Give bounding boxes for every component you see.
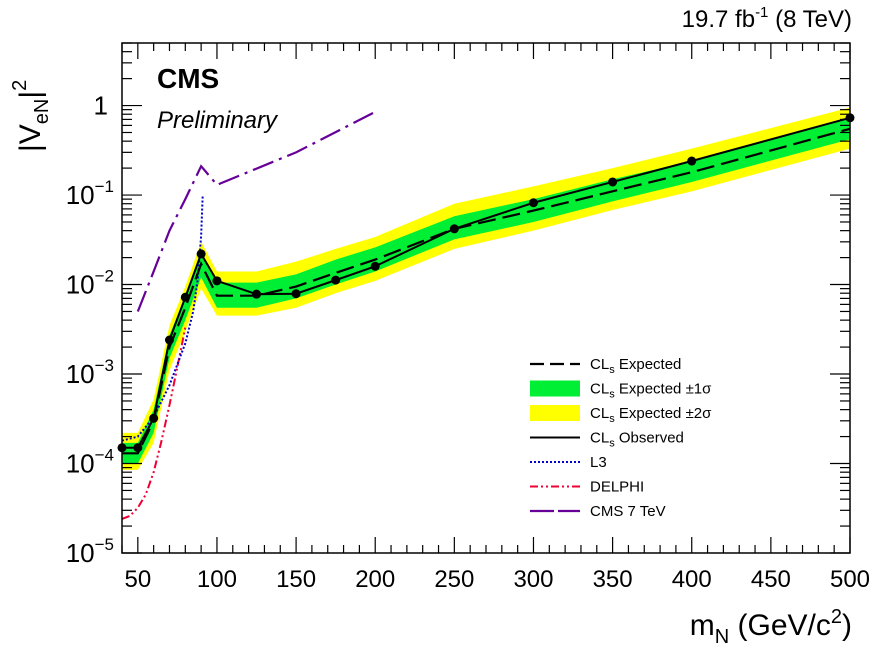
y-tick-label: 1 bbox=[94, 91, 108, 121]
x-tick-label: 200 bbox=[355, 566, 395, 593]
cms7-line bbox=[136, 110, 376, 312]
legend-swatch bbox=[530, 405, 580, 421]
legend-entry: DELPHI bbox=[590, 479, 644, 496]
lumi-label: 19.7 fb-1 (8 TeV) bbox=[682, 4, 852, 33]
y-tick-label: 10−2 bbox=[66, 267, 114, 300]
x-tick-label: 450 bbox=[751, 566, 791, 593]
legend-swatch bbox=[530, 380, 580, 397]
x-tick-label: 300 bbox=[513, 566, 553, 593]
y-axis-label: |VeN|2 bbox=[9, 80, 53, 152]
x-tick-label: 400 bbox=[672, 566, 712, 593]
observed-point bbox=[196, 249, 206, 259]
observed-point bbox=[608, 177, 618, 187]
y-tick-label: 10−4 bbox=[66, 446, 114, 479]
x-tick-label: 50 bbox=[124, 566, 151, 593]
observed-point bbox=[291, 289, 301, 299]
preliminary-label: Preliminary bbox=[157, 107, 279, 134]
observed-point bbox=[528, 198, 538, 208]
legend-entry: CLs Expected ±1σ bbox=[590, 381, 712, 401]
y-tick-label: 10−1 bbox=[66, 177, 114, 210]
x-tick-label: 250 bbox=[434, 566, 474, 593]
legend-entry: CMS 7 TeV bbox=[590, 503, 666, 520]
observed-point bbox=[331, 275, 341, 285]
legend: CLs Expected CLs Expected ±1σ CLs Expected… bbox=[530, 356, 712, 520]
observed-point bbox=[449, 224, 459, 234]
legend-entry: CLs Expected bbox=[590, 356, 681, 376]
x-tick-label: 100 bbox=[197, 566, 237, 593]
observed-point bbox=[370, 261, 380, 271]
x-tick-label: 500 bbox=[830, 566, 870, 593]
plot-area bbox=[117, 107, 855, 520]
band-1sigma bbox=[122, 118, 850, 464]
l3-line bbox=[121, 195, 204, 442]
x-axis-label: mN (GeV/c2) bbox=[690, 606, 852, 647]
x-tick-label: 150 bbox=[276, 566, 316, 593]
observed-point bbox=[252, 289, 262, 299]
y-tick-label: 10−3 bbox=[66, 356, 114, 389]
y-tick-label: 10−5 bbox=[66, 535, 114, 568]
legend-entry: L3 bbox=[590, 454, 607, 471]
cms-label: CMS bbox=[157, 63, 219, 94]
axes: 50 100 150 200 250 300 350 400 450 500 10−5 10−4 10−… bbox=[66, 42, 870, 593]
observed-point bbox=[149, 413, 159, 423]
observed-point bbox=[180, 292, 190, 302]
observed-point bbox=[212, 276, 222, 286]
x-tick-label: 350 bbox=[593, 566, 633, 593]
observed-point bbox=[133, 443, 143, 453]
observed-point bbox=[687, 156, 697, 166]
legend-entry: CLs Expected ±2σ bbox=[590, 405, 712, 425]
observed-point bbox=[164, 335, 174, 345]
legend-entry: CLs Observed bbox=[590, 430, 684, 450]
delphi-line bbox=[121, 327, 187, 520]
observed-line bbox=[122, 116, 851, 449]
